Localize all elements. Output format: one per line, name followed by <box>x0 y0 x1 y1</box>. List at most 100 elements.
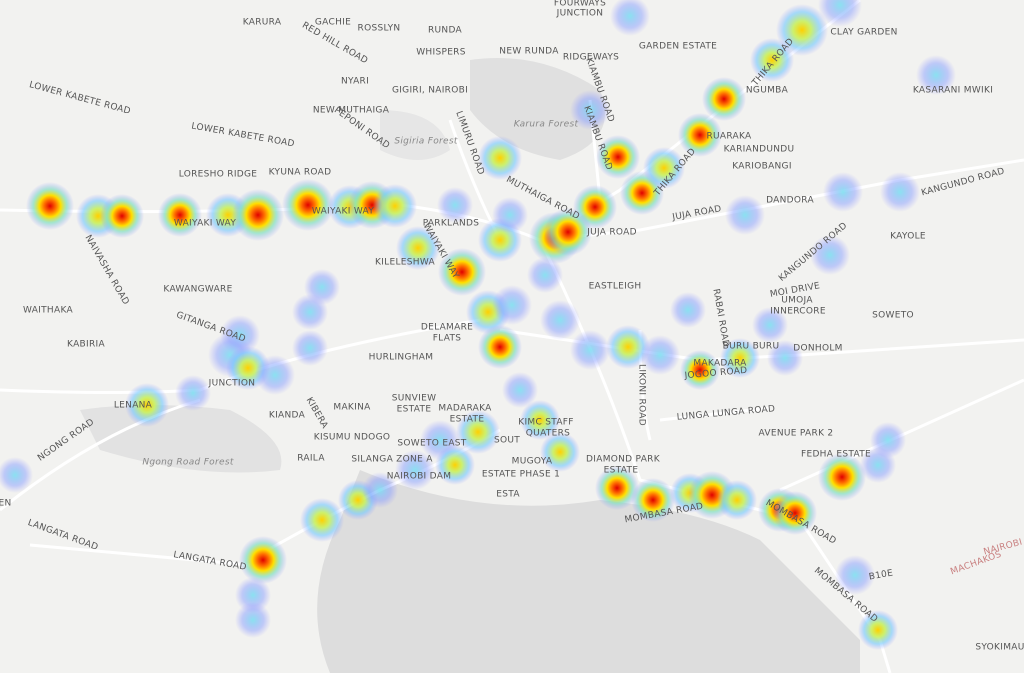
place-label: FEDHA ESTATE <box>801 450 871 460</box>
heat-spot <box>544 208 592 256</box>
heat-spot <box>916 55 956 95</box>
place-label: WHISPERS <box>416 48 466 58</box>
heat-spot <box>720 338 760 378</box>
place-label: WAIYAKI WAY <box>312 207 374 217</box>
heat-spot <box>395 450 435 490</box>
place-label: GIGIRI, NAIROBI <box>392 86 468 96</box>
place-label: MAKADARA <box>693 359 747 369</box>
heat-spot <box>100 194 144 238</box>
place-label: GACHIE <box>315 18 351 28</box>
heat-spot <box>540 432 580 472</box>
place-label: SOWETO <box>872 311 914 321</box>
heat-spot <box>125 383 169 427</box>
place-label: MUGOYA <box>512 457 553 467</box>
place-label: KASARANI MWIKI <box>913 86 993 96</box>
place-label: MADARAKA <box>438 404 492 414</box>
place-label: Ngong Road Forest <box>142 458 233 468</box>
place-label: ESTATE <box>397 405 432 415</box>
heat-spot <box>158 193 202 237</box>
place-label: NYARI <box>341 77 369 87</box>
place-label: KILELESHWA <box>375 258 436 268</box>
place-label: RAILA <box>297 454 325 464</box>
heat-spot <box>239 536 287 584</box>
heat-spot <box>835 555 875 595</box>
place-label: DELAMARE <box>421 323 473 333</box>
heat-spot <box>818 453 866 501</box>
heat-spot <box>643 147 685 189</box>
place-label: KAWANGWARE <box>163 285 232 295</box>
heat-spot <box>232 189 284 241</box>
place-label: CLAY GARDEN <box>830 28 897 38</box>
place-label: SOWETO EAST <box>397 439 466 449</box>
heat-spot <box>640 335 680 375</box>
heat-spot <box>175 375 211 411</box>
heat-spot <box>610 0 650 36</box>
place-label: INNERCORE <box>770 307 826 317</box>
heat-spot <box>702 77 746 121</box>
heat-spot <box>373 184 417 228</box>
place-label: LENANA <box>114 401 153 411</box>
heat-spot <box>492 197 528 233</box>
heat-spot <box>492 285 532 325</box>
place-label: B10E <box>868 568 894 582</box>
heat-spot <box>717 480 757 520</box>
place-label: NEW MUTHAIGA <box>313 106 390 116</box>
place-label: QUATERS <box>526 429 570 439</box>
heat-spot <box>750 38 794 82</box>
place-label: KIMC STAFF <box>518 418 574 428</box>
place-label: NGUMBA <box>746 86 789 96</box>
place-label: HURLINGHAM <box>369 353 434 363</box>
heat-spot <box>292 294 328 330</box>
heat-spot <box>776 4 828 56</box>
place-label: Karura Forest <box>514 120 579 130</box>
place-label: FOURWAYS <box>554 0 606 9</box>
heat-spot <box>570 330 610 370</box>
heat-spot <box>596 135 640 179</box>
heat-spot <box>606 325 650 369</box>
place-label: SOUT <box>494 436 520 446</box>
place-label: BURU BURU <box>723 342 780 352</box>
place-label: RUNDA <box>428 26 463 36</box>
heat-spot <box>767 340 803 376</box>
heat-spot <box>631 478 675 522</box>
heat-spot <box>300 498 344 542</box>
heat-spot <box>478 136 522 180</box>
place-label: EN <box>0 499 12 509</box>
place-label: JUNCTION <box>208 379 256 389</box>
heat-spot <box>437 187 473 223</box>
heat-spot <box>725 195 765 235</box>
heat-spot <box>292 330 328 366</box>
place-label: KARURA <box>243 18 282 28</box>
heat-spot <box>680 350 720 390</box>
heat-spot <box>880 172 920 212</box>
place-label: NAIROBI DAM <box>387 472 452 482</box>
heat-spot <box>435 445 475 485</box>
place-label: LORESHO RIDGE <box>179 170 258 180</box>
heat-spot <box>362 472 398 508</box>
heat-spot <box>678 113 722 157</box>
place-label: KAYOLE <box>890 232 926 242</box>
place-label: WAIYAKI WAY <box>174 219 236 229</box>
place-label: SILANGA ZONE A <box>351 455 433 465</box>
heat-spot <box>818 0 862 27</box>
heat-spot <box>858 610 898 650</box>
place-label: LIKONI ROAD <box>637 364 647 426</box>
heat-spot <box>670 292 706 328</box>
place-label: EASTLEIGH <box>589 282 642 292</box>
heat-spot <box>438 248 486 296</box>
place-label: GARDEN ESTATE <box>639 42 717 52</box>
heat-spot <box>282 179 334 231</box>
heat-spot <box>502 372 538 408</box>
place-label: SYOKIMAU <box>975 643 1024 653</box>
heat-spot <box>520 400 560 440</box>
place-label: JUNCTION <box>556 9 604 19</box>
place-label: DIAMOND PARK <box>586 455 661 465</box>
place-label: MAKINA <box>333 403 371 413</box>
place-label: Sigiria Forest <box>394 137 458 147</box>
place-label: RIDGEWAYS <box>563 53 619 63</box>
place-label: JUJA ROAD <box>586 228 637 238</box>
heat-spot <box>235 602 271 638</box>
place-label: DONHOLM <box>793 344 842 354</box>
heat-spot <box>396 226 440 270</box>
